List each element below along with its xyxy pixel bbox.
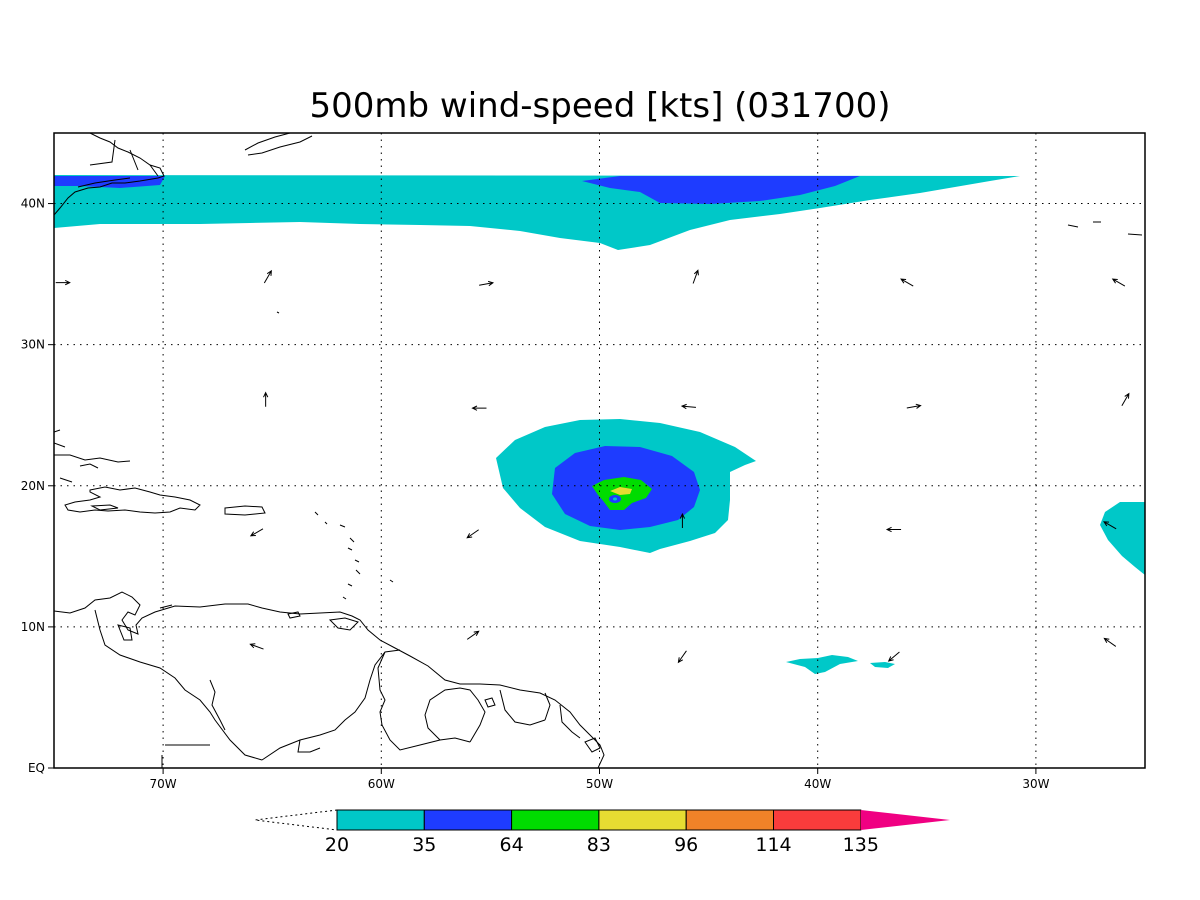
wind-arrow — [900, 278, 914, 287]
coast-hispaniola — [64, 486, 201, 514]
coast-lower-border — [161, 744, 210, 768]
coast-lake — [484, 697, 496, 708]
colorbar-label: 83 — [587, 834, 611, 856]
lon-tick-label: 60W — [368, 777, 395, 791]
coast-margarita — [159, 604, 301, 619]
wind-arrow — [680, 403, 696, 410]
coast-puerto-rico — [224, 505, 266, 516]
wind-arrow — [1121, 392, 1130, 407]
coast-borders — [94, 609, 581, 761]
lat-tick-label: 30N — [21, 338, 45, 352]
jet-band-35kt-west — [54, 176, 165, 188]
lat-tick-label: 20N — [21, 479, 45, 493]
colorbar-segment — [685, 809, 775, 831]
wind-arrow — [466, 630, 480, 640]
colorbar-low-extension — [254, 809, 338, 831]
wind-arrow — [479, 280, 495, 287]
lat-tick-label: 10N — [21, 620, 45, 634]
axis-labels: 70W 60W 50W 40W 30W EQ 10N 20N 30N 40N — [21, 197, 1050, 791]
wind-arrow — [263, 269, 272, 284]
coast-state-borders — [89, 139, 159, 177]
wind-arrow — [679, 512, 686, 529]
lon-tick-label: 40W — [804, 777, 831, 791]
wind-arrow — [677, 650, 687, 664]
lat-tick-label: EQ — [28, 761, 45, 775]
wind-arrow — [249, 528, 264, 537]
colorbar-label: 135 — [843, 834, 879, 856]
colorbar-segment — [773, 809, 862, 831]
colorbar-label: 64 — [500, 834, 524, 856]
coast-bahamas — [59, 463, 99, 483]
wind-speed-shading — [54, 175, 1145, 674]
south-patch-2 — [870, 662, 895, 668]
wind-arrow — [263, 391, 269, 407]
wind-arrow — [1103, 521, 1117, 530]
east-patch-20kt — [1100, 502, 1145, 575]
colorbar-label: 96 — [674, 834, 698, 856]
coast-nova-scotia — [244, 133, 313, 156]
wind-arrow — [885, 526, 902, 533]
coast-north-america — [54, 133, 165, 216]
map-title: 500mb wind-speed [kts] (031700) — [310, 86, 891, 126]
wind-arrow — [55, 279, 71, 286]
wind-arrow — [249, 643, 264, 650]
colorbar-label: 114 — [755, 834, 791, 856]
cyclone-83kt — [610, 487, 632, 495]
jet-band-20kt — [54, 175, 1020, 250]
coast-long-island — [77, 177, 131, 188]
colorbar-label: 20 — [325, 834, 349, 856]
coast-bermuda — [276, 311, 280, 314]
jet-band-35kt — [582, 176, 860, 204]
wind-arrow — [887, 651, 900, 662]
wind-arrow — [466, 529, 479, 539]
wind-vectors — [55, 269, 1130, 664]
lon-tick-label: 50W — [586, 777, 613, 791]
coastlines — [54, 133, 1143, 768]
lon-tick-label: 70W — [150, 777, 177, 791]
lon-tick-label: 30W — [1022, 777, 1049, 791]
coast-lesser-antilles — [314, 511, 394, 600]
coast-cuba — [54, 429, 131, 463]
colorbar-high-extension — [860, 810, 950, 830]
cyclone-eye-center — [613, 497, 617, 501]
coast-amazon-islands — [584, 737, 601, 753]
coast-azores — [1067, 221, 1143, 236]
wind-arrow — [1111, 278, 1126, 287]
colorbar-label: 35 — [412, 834, 436, 856]
south-patch-1 — [786, 655, 858, 674]
colorbar-segment — [423, 809, 513, 831]
colorbar: 20 35 64 83 96 114 135 — [254, 809, 950, 856]
lat-tick-label: 40N — [21, 197, 45, 211]
wind-arrow — [471, 405, 487, 411]
coast-south-america — [54, 591, 605, 768]
colorbar-segment — [598, 809, 687, 831]
coast-jamaica — [90, 504, 119, 511]
wind-arrow — [1103, 637, 1117, 647]
colorbar-segment — [336, 809, 425, 831]
wind-arrow — [906, 403, 922, 409]
coast-trinidad — [328, 617, 359, 631]
wind-arrow — [692, 269, 699, 284]
colorbar-segment — [511, 809, 600, 831]
